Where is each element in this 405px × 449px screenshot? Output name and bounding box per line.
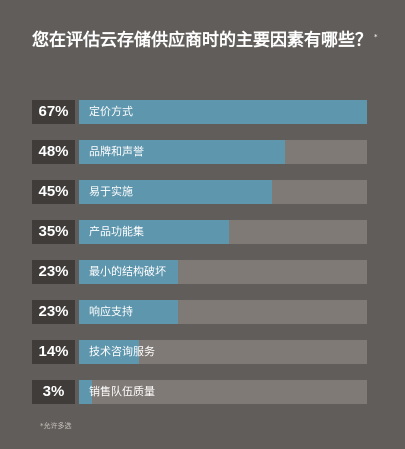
category-label: 响应支持 <box>89 305 133 318</box>
value-label: 14% <box>32 340 75 364</box>
bar-track: 技术咨询服务 <box>79 340 367 364</box>
category-label: 产品功能集 <box>89 225 144 238</box>
bar-row: 48% 品牌和声誉 <box>32 140 367 164</box>
bar-track: 定价方式 <box>79 100 367 124</box>
value-label: 3% <box>32 380 75 404</box>
value-label: 67% <box>32 100 75 124</box>
category-label: 技术咨询服务 <box>89 345 155 358</box>
category-label: 定价方式 <box>89 105 133 118</box>
bar-track: 销售队伍质量 <box>79 380 367 404</box>
footnote: *允许多选 <box>40 422 72 430</box>
value-label: 23% <box>32 300 75 324</box>
bar <box>79 340 140 364</box>
bar-row: 23% 最小的结构破坏 <box>32 260 367 284</box>
bar-row: 67% 定价方式 <box>32 100 367 124</box>
title-footnote-mark: * <box>374 33 378 41</box>
bar <box>79 180 273 204</box>
value-label: 23% <box>32 260 75 284</box>
bar-track: 品牌和声誉 <box>79 140 367 164</box>
bar <box>79 380 92 404</box>
category-label: 最小的结构破坏 <box>89 265 166 278</box>
bar <box>79 260 178 284</box>
value-label: 35% <box>32 220 75 244</box>
bar-row: 23% 响应支持 <box>32 300 367 324</box>
bar <box>79 220 230 244</box>
chart-title-text: 您在评估云存储供应商时的主要因素有哪些？ <box>32 30 372 51</box>
bar-row: 45% 易于实施 <box>32 180 367 204</box>
bar-row: 14% 技术咨询服务 <box>32 340 367 364</box>
category-label: 销售队伍质量 <box>89 385 155 398</box>
category-label: 易于实施 <box>89 185 133 198</box>
value-label: 48% <box>32 140 75 164</box>
chart-title: 您在评估云存储供应商时的主要因素有哪些？ * <box>10 26 380 52</box>
bar-track: 最小的结构破坏 <box>79 260 367 284</box>
bar <box>79 140 286 164</box>
bar-row: 3% 销售队伍质量 <box>32 380 367 404</box>
bar <box>79 300 178 324</box>
bar-track: 产品功能集 <box>79 220 367 244</box>
bar <box>79 100 367 124</box>
category-label: 品牌和声誉 <box>89 145 144 158</box>
value-label: 45% <box>32 180 75 204</box>
bar-track: 易于实施 <box>79 180 367 204</box>
bar-row: 35% 产品功能集 <box>32 220 367 244</box>
bar-track: 响应支持 <box>79 300 367 324</box>
